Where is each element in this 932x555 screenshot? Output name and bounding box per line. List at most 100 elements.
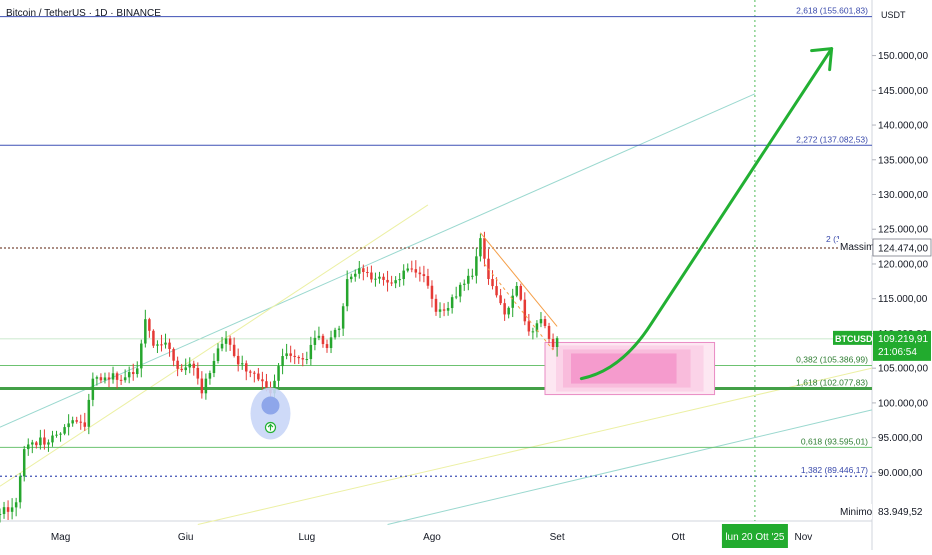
candle-up <box>224 331 228 352</box>
channel-line-upper-yellow <box>0 204 429 487</box>
candle-down <box>551 333 555 350</box>
candle-body <box>555 338 559 347</box>
candle-up <box>313 330 317 351</box>
candle-down <box>228 335 232 351</box>
candle-down <box>495 277 498 298</box>
candle-up <box>341 303 345 336</box>
candle-up <box>309 336 313 366</box>
candle-down <box>297 355 300 364</box>
candle-body <box>43 437 46 445</box>
candle-body <box>127 372 131 378</box>
y-tick-label: 125.000,00 <box>878 225 928 236</box>
candle-body <box>79 421 82 423</box>
y-tick-label: 140.000,00 <box>878 121 928 132</box>
x-tick-label: Nov <box>794 532 812 543</box>
candle-body <box>446 308 450 311</box>
candle-up <box>402 264 405 286</box>
candle-up <box>463 279 466 291</box>
candle-body <box>414 269 418 273</box>
candle-up <box>285 343 288 360</box>
candle-up <box>91 372 95 407</box>
candle-body <box>39 437 42 446</box>
candle-body <box>240 363 244 365</box>
candle-up <box>164 333 167 349</box>
candle-up <box>95 375 99 386</box>
candle-body <box>245 363 248 372</box>
candle-body <box>458 284 462 297</box>
candle-down <box>200 371 204 399</box>
candle-body <box>491 279 494 287</box>
chart-title: Bitcoin / TetherUS · 1D · BINANCE <box>6 8 161 19</box>
candle-down <box>249 369 252 378</box>
last-price-value: 109.219,91 <box>878 334 928 345</box>
candle-body <box>531 331 535 333</box>
candle-body <box>430 285 434 299</box>
y-tick-label: 100.000,00 <box>878 398 928 409</box>
candle-body <box>539 319 543 324</box>
candle-body <box>63 427 66 434</box>
candle-down <box>148 317 151 338</box>
candle-body <box>172 349 175 361</box>
candle-body <box>224 338 228 344</box>
candle-body <box>144 319 147 344</box>
candle-body <box>131 372 135 375</box>
candle-body <box>410 268 414 270</box>
channel-line-upper <box>0 93 756 428</box>
candle-body <box>422 274 426 277</box>
candle-up <box>454 286 458 300</box>
candle-up <box>406 263 409 273</box>
candle-up <box>51 430 54 447</box>
candle-up <box>467 268 470 291</box>
candle-up <box>555 336 559 357</box>
candle-body <box>277 366 280 381</box>
candle-up <box>127 366 131 384</box>
candle-body <box>370 272 373 280</box>
candle-body <box>325 344 329 349</box>
candle-body <box>0 514 2 516</box>
candle-down <box>160 334 163 352</box>
candle-down <box>75 416 78 424</box>
candle-body <box>329 337 333 349</box>
massimo-price-tag <box>872 238 932 257</box>
candle-up <box>305 351 309 365</box>
candle-down <box>434 294 438 316</box>
candle-body <box>249 371 252 373</box>
candle-down <box>253 370 256 383</box>
fib-label: 1,382 (89.446,17) <box>801 465 868 475</box>
candle-down <box>422 265 426 283</box>
candle-body <box>293 355 296 357</box>
candle-body <box>313 337 317 345</box>
candle-body <box>91 378 95 400</box>
candle-body <box>156 344 159 346</box>
candle-up <box>208 370 212 385</box>
candle-down <box>499 288 502 306</box>
massimo-label: Massimo <box>840 242 880 253</box>
candle-up <box>394 276 397 289</box>
candle-body <box>535 323 539 332</box>
candle-up <box>188 357 191 374</box>
candle-down <box>172 347 175 367</box>
candle-body <box>297 356 300 359</box>
candle-body <box>200 378 204 394</box>
candle-body <box>438 309 442 312</box>
candle-body <box>59 433 62 435</box>
minimo-label: Minimo <box>840 507 873 518</box>
candle-down <box>442 303 446 317</box>
candle-down <box>99 373 103 384</box>
y-tick-label: 115.000,00 <box>878 294 928 305</box>
candle-body <box>152 330 155 346</box>
candle-down <box>257 367 260 382</box>
candle-down <box>79 414 82 430</box>
candle-body <box>216 348 220 361</box>
candle-body <box>503 303 506 315</box>
candle-up <box>398 273 401 287</box>
candle-up <box>0 508 2 523</box>
candle-body <box>140 343 143 369</box>
x-tick-label: Ott <box>672 532 686 543</box>
candle-up <box>2 501 6 519</box>
candle-body <box>454 296 458 298</box>
candle-up <box>63 424 66 436</box>
